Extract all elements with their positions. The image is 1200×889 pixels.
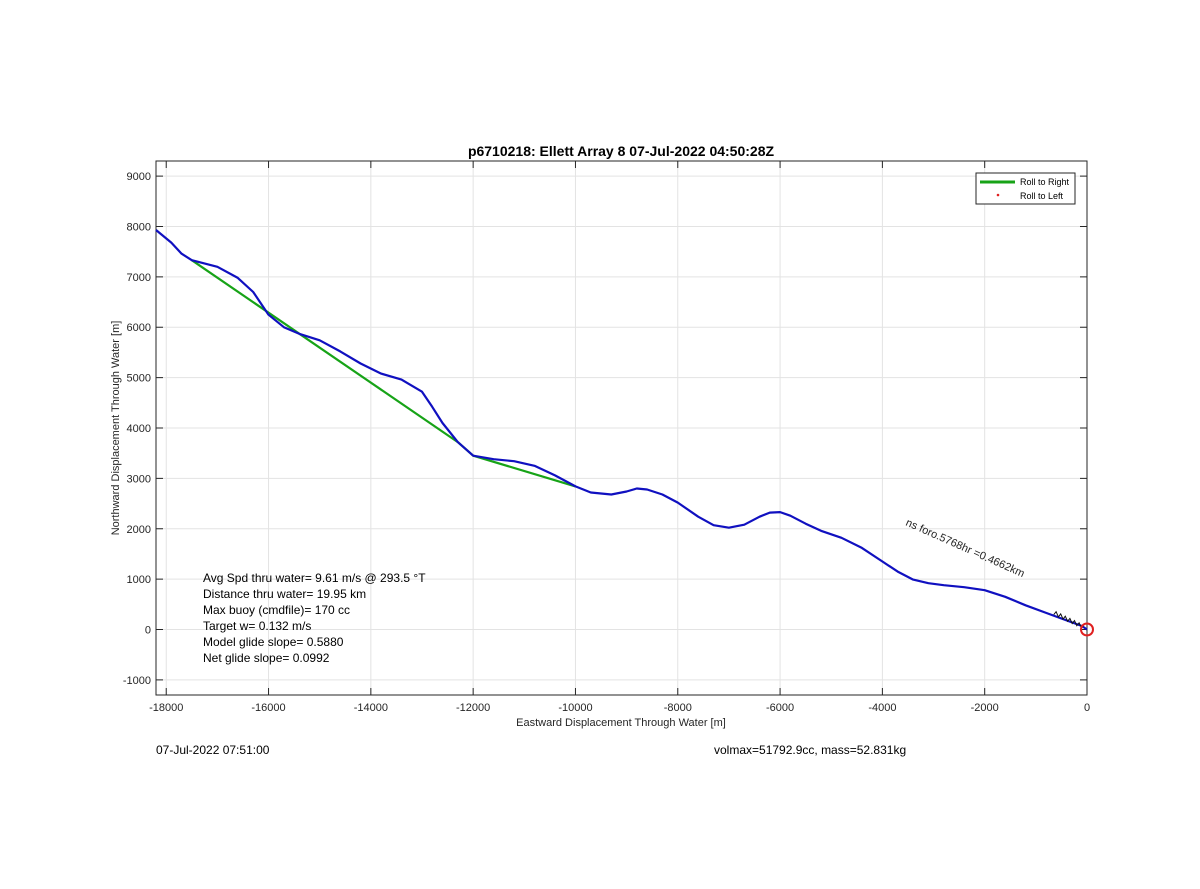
y-tick-label: 1000	[127, 574, 151, 586]
x-tick-label: -4000	[868, 702, 896, 714]
x-tick-label: -6000	[766, 702, 794, 714]
y-tick-label: 9000	[127, 171, 151, 183]
y-tick-label: 7000	[127, 272, 151, 284]
legend-swatch-roll-left	[996, 193, 1000, 197]
y-axis-ticks: -1000 0 1000 2000 3000 4000 5000 6000 7000 8000 90…	[123, 171, 1087, 687]
y-tick-label: 0	[145, 625, 151, 637]
stat-target-w: Target w= 0.132 m/s	[203, 619, 311, 633]
x-tick-label: -16000	[251, 702, 285, 714]
x-tick-label: -12000	[456, 702, 490, 714]
x-tick-label: -10000	[558, 702, 592, 714]
series-layer	[155, 229, 1088, 631]
track-line	[155, 229, 1088, 631]
x-axis-label: Eastward Displacement Through Water [m]	[516, 717, 726, 729]
stat-distance: Distance thru water= 19.95 km	[203, 587, 366, 601]
legend: Roll to Right Roll to Left	[975, 172, 1076, 205]
y-tick-label: -1000	[123, 675, 151, 687]
legend-box	[975, 172, 1076, 205]
x-tick-label: -18000	[149, 702, 183, 714]
stats-block: Avg Spd thru water= 9.61 m/s @ 293.5 °T …	[203, 571, 426, 665]
y-tick-label: 5000	[127, 373, 151, 385]
legend-label-roll-left: Roll to Left	[1020, 191, 1064, 201]
y-tick-label: 4000	[127, 423, 151, 435]
x-axis-ticks: -18000 -16000 -14000 -12000 -10000 -8000 -6000…	[149, 161, 1090, 714]
y-tick-label: 8000	[127, 221, 151, 233]
grid-lines	[156, 161, 1088, 695]
track-annotation: ns foro.5768hr =0.4662km	[904, 517, 1026, 580]
stat-avg-speed: Avg Spd thru water= 9.61 m/s @ 293.5 °T	[203, 571, 426, 585]
y-axis-label: Northward Displacement Through Water [m]	[110, 321, 122, 536]
footer-volmax-mass: volmax=51792.9cc, mass=52.831kg	[714, 743, 907, 757]
stat-max-buoy: Max buoy (cmdfile)= 170 cc	[203, 603, 350, 617]
end-zigzag	[1053, 610, 1085, 629]
x-tick-label: -8000	[664, 702, 692, 714]
y-tick-label: 3000	[127, 473, 151, 485]
x-tick-label: 0	[1084, 702, 1090, 714]
legend-label-roll-right: Roll to Right	[1020, 177, 1070, 187]
x-tick-label: -14000	[354, 702, 388, 714]
footer-timestamp: 07-Jul-2022 07:51:00	[156, 743, 270, 757]
chart-title: p6710218: Ellett Array 8 07-Jul-2022 04:…	[468, 143, 775, 159]
y-tick-label: 2000	[127, 524, 151, 536]
end-marker	[1080, 622, 1094, 637]
stat-net-glide: Net glide slope= 0.0992	[203, 651, 330, 665]
x-tick-label: -2000	[971, 702, 999, 714]
y-tick-label: 6000	[127, 322, 151, 334]
stat-model-glide: Model glide slope= 0.5880	[203, 635, 344, 649]
